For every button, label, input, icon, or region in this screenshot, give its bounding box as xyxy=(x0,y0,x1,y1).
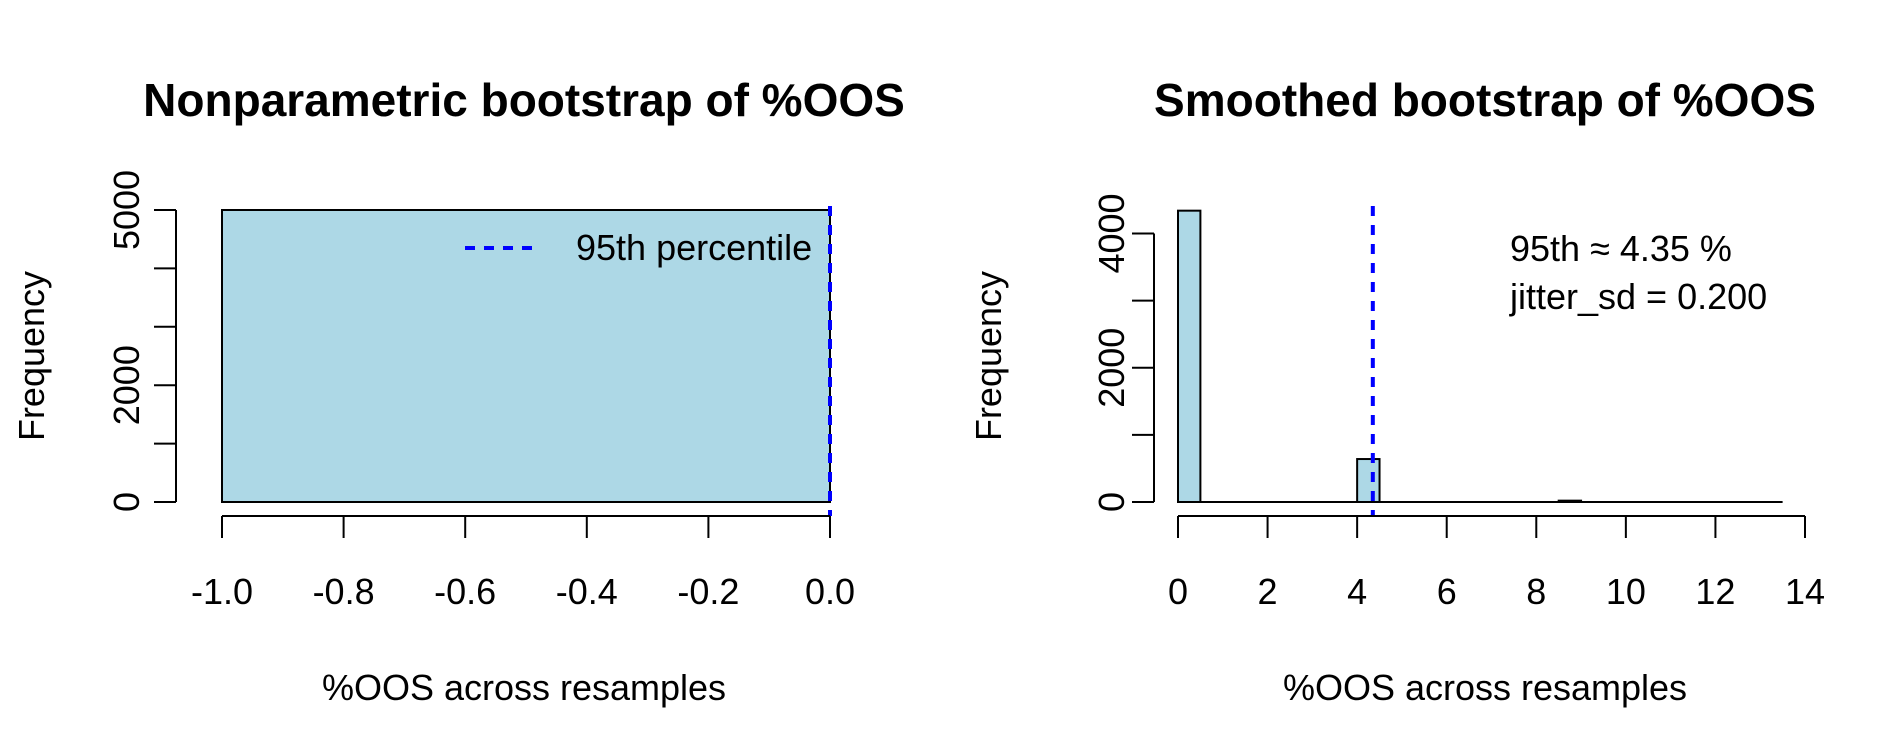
y-tick-label: 2000 xyxy=(106,345,147,425)
y-tick-label: 0 xyxy=(106,492,147,512)
y-tick-label: 0 xyxy=(1091,492,1132,512)
x-axis-label: %OOS across resamples xyxy=(1283,667,1687,708)
y-axis-label: Frequency xyxy=(11,271,52,441)
y-axis: 0 2000 4000 xyxy=(1091,193,1155,512)
bar-1 xyxy=(1356,458,1381,504)
y-axis-label: Frequency xyxy=(968,271,1009,441)
x-tick-label: 0 xyxy=(1168,571,1188,612)
x-tick-label: -0.4 xyxy=(556,571,618,612)
legend: 95th percentile xyxy=(465,227,812,268)
chart-title: Smoothed bootstrap of %OOS xyxy=(1154,74,1816,126)
panel-smoothed: Smoothed bootstrap of %OOS 0 2000 4000 0 2 4… xyxy=(968,74,1825,708)
x-tick-label: 2 xyxy=(1258,571,1278,612)
x-tick-label: 4 xyxy=(1347,571,1367,612)
chart-title: Nonparametric bootstrap of %OOS xyxy=(143,74,905,126)
x-tick-label: -0.6 xyxy=(434,571,496,612)
y-tick-label: 2000 xyxy=(1091,328,1132,408)
x-axis-label: %OOS across resamples xyxy=(322,667,726,708)
legend-label: 95th percentile xyxy=(576,227,812,268)
x-tick-label: 0.0 xyxy=(805,571,855,612)
x-tick-label: 8 xyxy=(1526,571,1546,612)
x-tick-label: 6 xyxy=(1437,571,1457,612)
panel-nonparametric: Nonparametric bootstrap of %OOS 0 2000 500… xyxy=(11,74,905,708)
y-tick-label: 4000 xyxy=(1091,193,1132,273)
annotation-jitter-sd: jitter_sd = 0.200 xyxy=(1509,276,1767,317)
annotation-95th: 95th ≈ 4.35 % xyxy=(1510,228,1732,269)
x-axis: 0 2 4 6 8 10 12 14 xyxy=(1168,515,1825,612)
x-tick-label: 12 xyxy=(1695,571,1735,612)
x-tick-label: -0.8 xyxy=(313,571,375,612)
bar-0 xyxy=(1177,209,1202,503)
bars xyxy=(221,209,831,503)
x-axis: -1.0 -0.8 -0.6 -0.4 -0.2 0.0 xyxy=(191,515,855,612)
y-tick-label: 5000 xyxy=(106,170,147,250)
x-tick-label: -0.2 xyxy=(677,571,739,612)
x-tick-label: 14 xyxy=(1785,571,1825,612)
bar-0 xyxy=(221,209,831,503)
x-tick-label: -1.0 xyxy=(191,571,253,612)
x-tick-label: 10 xyxy=(1606,571,1646,612)
y-axis: 0 2000 5000 xyxy=(106,170,177,512)
